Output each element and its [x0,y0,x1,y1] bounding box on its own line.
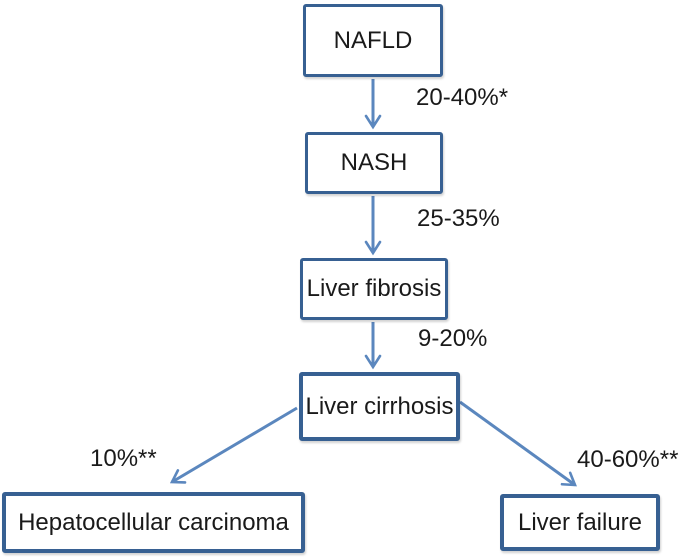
node-nafld-label: NAFLD [333,26,413,54]
node-liver-cirrhosis-label: Liver cirrhosis [305,392,454,420]
node-liver-failure: Liver failure [500,494,660,551]
node-liver-cirrhosis: Liver cirrhosis [299,372,460,441]
node-nash-label: NASH [340,149,408,176]
node-liver-failure-label: Liver failure [517,508,643,536]
node-nafld: NAFLD [303,4,443,77]
edge-label-liver-cirrhosis-to-liver-failure: 40-60%** [577,446,679,473]
edge-label-liver-fibrosis-to-liver-cirrhosis: 9-20% [418,325,488,352]
node-hepatocellular-carcinoma: Hepatocellular carcinoma [2,492,305,553]
edge-label-liver-cirrhosis-to-hepatocellular-carcinoma: 10%** [90,445,157,472]
node-hepatocellular-carcinoma-label: Hepatocellular carcinoma [18,508,289,536]
arrow-liver-cirrhosis-to-liver-failure [459,400,577,487]
node-liver-fibrosis-label: Liver fibrosis [306,275,442,302]
node-nash: NASH [305,132,443,194]
node-liver-fibrosis: Liver fibrosis [300,258,448,320]
arrow-liver-cirrhosis-to-hepatocellular-carcinoma [169,406,298,484]
edge-label-nafld-to-nash: 20-40%* [416,84,509,111]
edge-label-nash-to-liver-fibrosis: 25-35% [417,205,500,232]
